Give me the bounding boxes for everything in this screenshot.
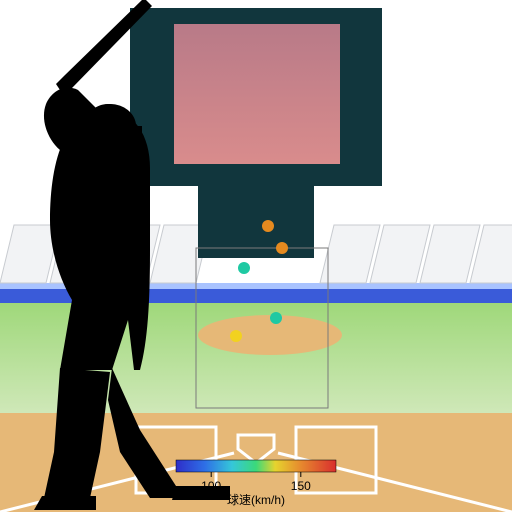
legend-tick-label: 100 <box>201 479 221 493</box>
pitch-location-chart: 100 150 球速(km/h) <box>0 0 512 512</box>
legend-tick-label: 150 <box>291 479 311 493</box>
pitch-marker <box>276 242 288 254</box>
pitch-marker <box>230 330 242 342</box>
legend-title: 球速(km/h) <box>227 493 285 507</box>
pitchers-mound <box>198 315 342 355</box>
pitch-marker <box>262 220 274 232</box>
speed-legend-bar <box>176 460 336 472</box>
scoreboard-screen <box>174 24 340 164</box>
scoreboard-pillar <box>198 186 314 258</box>
pitch-marker <box>238 262 250 274</box>
pitch-marker <box>270 312 282 324</box>
chart-svg: 100 150 球速(km/h) <box>0 0 512 512</box>
